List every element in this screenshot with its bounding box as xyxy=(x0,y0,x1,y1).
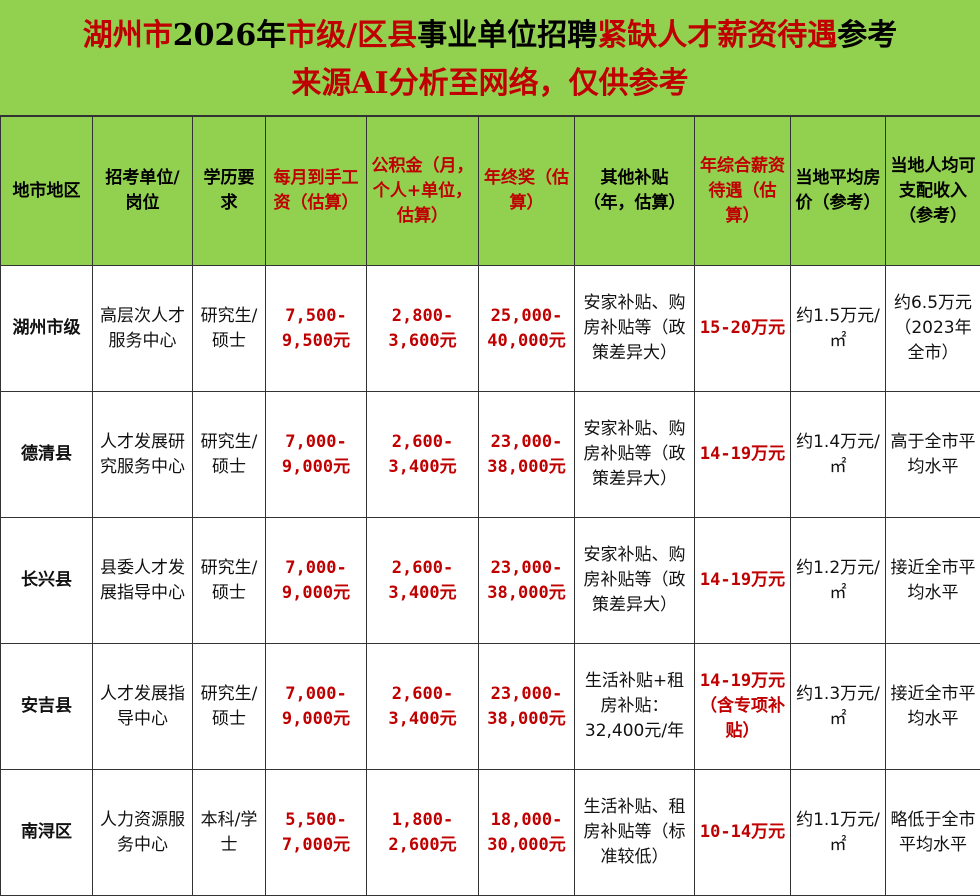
title-segment: 湖州市 xyxy=(82,18,173,53)
col-housing-fund-cell: 2,800-3,600元 xyxy=(366,265,479,392)
col-annual-total-header: 年综合薪资待遇（估算） xyxy=(694,116,791,266)
col-house-price-header: 当地平均房价（参考） xyxy=(790,116,886,266)
col-unit-cell: 高层次人才服务中心 xyxy=(92,265,193,392)
title-segment: 参考 xyxy=(837,18,898,53)
col-education-cell: 研究生/硕士 xyxy=(192,643,266,770)
col-year-end-bonus-cell: 23,000-38,000元 xyxy=(478,391,575,518)
table-row: 长兴县 县委人才发展指导中心 研究生/硕士 7,000-9,000元 2,600-3,4… xyxy=(0,517,980,644)
table-row: 南浔区 人力资源服务中心 本科/学士 5,500-7,000元 1,800-2,600元… xyxy=(0,769,980,896)
col-year-end-bonus-cell: 23,000-38,000元 xyxy=(478,643,575,770)
col-annual-total-cell: 10-14万元 xyxy=(694,769,791,896)
table-row: 德清县 人才发展研究服务中心 研究生/硕士 7,000-9,000元 2,600-3,4… xyxy=(0,391,980,518)
col-housing-fund-cell: 2,600-3,400元 xyxy=(366,517,479,644)
col-region-cell: 湖州市级 xyxy=(0,265,93,392)
col-monthly-pay-cell: 7,000-9,000元 xyxy=(265,517,367,644)
title-line-2: 来源AI分析至网络，仅供参考 xyxy=(291,66,689,101)
header-row: 地市地区 招考单位/岗位 学历要求 每月到手工资（估算） 公积金（月，个人+单位，估算）… xyxy=(0,116,980,266)
col-housing-fund-cell: 2,600-3,400元 xyxy=(366,391,479,518)
col-education-header: 学历要求 xyxy=(192,116,266,266)
col-monthly-pay-cell: 5,500-7,000元 xyxy=(265,769,367,896)
col-unit-cell: 人才发展研究服务中心 xyxy=(92,391,193,518)
col-education-cell: 本科/学士 xyxy=(192,769,266,896)
col-annual-total-cell: 14-19万元（含专项补贴） xyxy=(694,643,791,770)
col-disposable-income-cell: 高于全市平均水平 xyxy=(885,391,980,518)
col-monthly-pay-cell: 7,500-9,500元 xyxy=(265,265,367,392)
col-other-subsidy-cell: 安家补贴、购房补贴等（政策差异大） xyxy=(574,391,695,518)
col-disposable-income-cell: 约6.5万元（2023年全市） xyxy=(885,265,980,392)
col-year-end-bonus-header: 年终奖（估算） xyxy=(478,116,575,266)
col-annual-total-cell: 14-19万元 xyxy=(694,391,791,518)
title-segment: 2026年 xyxy=(172,18,287,53)
col-other-subsidy-cell: 生活补贴+租房补贴：32,400元/年 xyxy=(574,643,695,770)
col-unit-cell: 人才发展指导中心 xyxy=(92,643,193,770)
col-unit-cell: 人力资源服务中心 xyxy=(92,769,193,896)
col-education-cell: 研究生/硕士 xyxy=(192,265,266,392)
title-line-1: 湖州市2026年市级/区县事业单位招聘紧缺人才薪资待遇参考 xyxy=(0,16,980,56)
title-segment: 紧缺人才薪资待遇 xyxy=(597,18,838,53)
col-region-header: 地市地区 xyxy=(0,116,93,266)
table-row: 湖州市级 高层次人才服务中心 研究生/硕士 7,500-9,500元 2,800-3,6… xyxy=(0,265,980,392)
col-region-cell: 南浔区 xyxy=(0,769,93,896)
col-year-end-bonus-cell: 25,000-40,000元 xyxy=(478,265,575,392)
col-unit-header: 招考单位/岗位 xyxy=(92,116,193,266)
col-year-end-bonus-cell: 23,000-38,000元 xyxy=(478,517,575,644)
col-monthly-pay-cell: 7,000-9,000元 xyxy=(265,643,367,770)
col-education-cell: 研究生/硕士 xyxy=(192,517,266,644)
col-year-end-bonus-cell: 18,000-30,000元 xyxy=(478,769,575,896)
col-disposable-income-cell: 略低于全市平均水平 xyxy=(885,769,980,896)
col-housing-fund-cell: 1,800-2,600元 xyxy=(366,769,479,896)
col-house-price-cell: 约1.1万元/㎡ xyxy=(790,769,886,896)
col-region-cell: 德清县 xyxy=(0,391,93,518)
col-annual-total-cell: 15-20万元 xyxy=(694,265,791,392)
col-disposable-income-cell: 接近全市平均水平 xyxy=(885,643,980,770)
salary-table: 地市地区 招考单位/岗位 学历要求 每月到手工资（估算） 公积金（月，个人+单位，估算）… xyxy=(0,116,980,896)
table-body: 湖州市级 高层次人才服务中心 研究生/硕士 7,500-9,500元 2,800-3,6… xyxy=(0,265,980,896)
title-segment: 市级/区县 xyxy=(286,18,418,53)
col-house-price-cell: 约1.5万元/㎡ xyxy=(790,265,886,392)
col-disposable-income-header: 当地人均可支配收入（参考） xyxy=(885,116,980,266)
col-region-cell: 长兴县 xyxy=(0,517,93,644)
col-house-price-cell: 约1.4万元/㎡ xyxy=(790,391,886,518)
col-monthly-pay-header: 每月到手工资（估算） xyxy=(265,116,367,266)
col-unit-cell: 县委人才发展指导中心 xyxy=(92,517,193,644)
col-house-price-cell: 约1.2万元/㎡ xyxy=(790,517,886,644)
table-row: 安吉县 人才发展指导中心 研究生/硕士 7,000-9,000元 2,600-3,400… xyxy=(0,643,980,770)
col-other-subsidy-header: 其他补贴（年，估算） xyxy=(574,116,695,266)
col-housing-fund-header: 公积金（月，个人+单位，估算） xyxy=(366,116,479,266)
col-annual-total-cell: 14-19万元 xyxy=(694,517,791,644)
col-other-subsidy-cell: 安家补贴、购房补贴等（政策差异大） xyxy=(574,265,695,392)
col-disposable-income-cell: 接近全市平均水平 xyxy=(885,517,980,644)
title-segment: 事业单位招聘 xyxy=(417,18,598,53)
col-housing-fund-cell: 2,600-3,400元 xyxy=(366,643,479,770)
col-education-cell: 研究生/硕士 xyxy=(192,391,266,518)
page-title: 湖州市2026年市级/区县事业单位招聘紧缺人才薪资待遇参考 来源AI分析至网络，… xyxy=(0,0,980,116)
col-monthly-pay-cell: 7,000-9,000元 xyxy=(265,391,367,518)
col-other-subsidy-cell: 安家补贴、购房补贴等（政策差异大） xyxy=(574,517,695,644)
col-house-price-cell: 约1.3万元/㎡ xyxy=(790,643,886,770)
col-region-cell: 安吉县 xyxy=(0,643,93,770)
col-other-subsidy-cell: 生活补贴、租房补贴等（标准较低） xyxy=(574,769,695,896)
